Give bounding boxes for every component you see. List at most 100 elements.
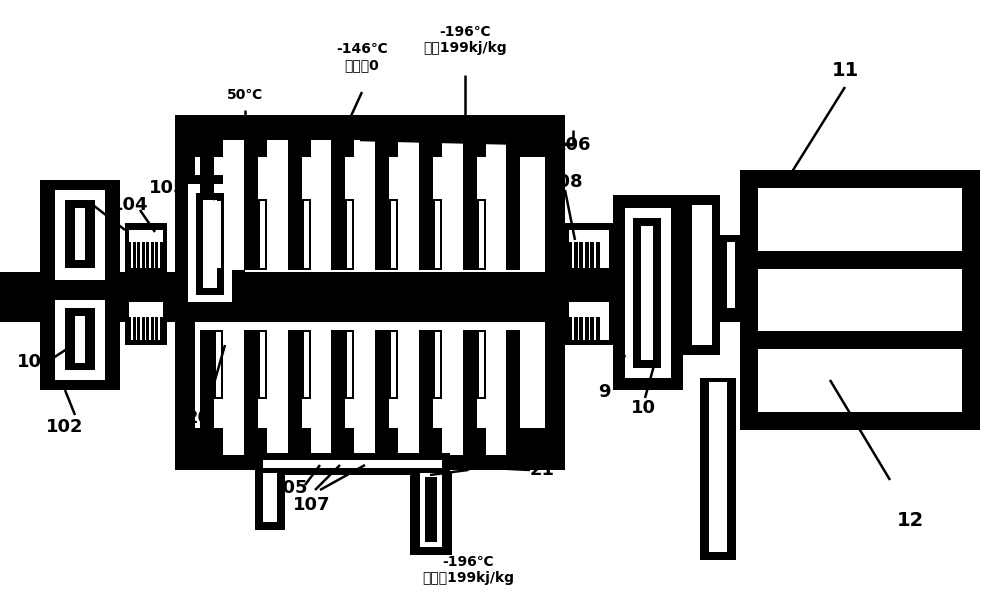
- Bar: [486, 330, 506, 455]
- Bar: [214, 330, 223, 399]
- Bar: [146, 317, 149, 345]
- Bar: [258, 198, 267, 270]
- Bar: [0, 272, 960, 322]
- Bar: [433, 330, 442, 399]
- Bar: [579, 242, 583, 270]
- Bar: [596, 242, 600, 270]
- Bar: [55, 300, 105, 380]
- Bar: [160, 242, 162, 270]
- Bar: [433, 198, 442, 270]
- Bar: [260, 201, 265, 268]
- Text: 106: 106: [554, 136, 592, 154]
- Bar: [740, 170, 980, 430]
- Bar: [435, 332, 440, 397]
- Bar: [263, 473, 277, 522]
- Bar: [727, 242, 735, 308]
- Bar: [142, 317, 144, 345]
- Text: 105: 105: [271, 479, 309, 497]
- Bar: [590, 317, 594, 345]
- Bar: [345, 198, 354, 270]
- Text: 21: 21: [530, 461, 554, 479]
- Bar: [132, 242, 136, 270]
- Bar: [398, 330, 419, 455]
- Text: 101: 101: [17, 353, 55, 371]
- Bar: [758, 188, 962, 251]
- Bar: [347, 201, 352, 268]
- Bar: [214, 198, 223, 270]
- Bar: [462, 140, 477, 270]
- Bar: [613, 195, 683, 390]
- Bar: [304, 332, 308, 397]
- Bar: [477, 198, 486, 270]
- Bar: [633, 218, 661, 368]
- Bar: [354, 140, 375, 270]
- Text: 50℃: 50℃: [227, 88, 263, 102]
- Text: 103: 103: [64, 209, 102, 227]
- Bar: [128, 317, 131, 345]
- Text: -146℃
潜热为0: -146℃ 潜热为0: [336, 42, 388, 72]
- Bar: [389, 330, 398, 399]
- Bar: [223, 140, 244, 270]
- Text: -196℃
潜热约199kj/kg: -196℃ 潜热约199kj/kg: [422, 555, 514, 585]
- Bar: [216, 201, 221, 268]
- Text: 10: 10: [631, 399, 656, 417]
- Bar: [75, 208, 85, 260]
- Bar: [709, 382, 727, 552]
- Bar: [155, 242, 158, 270]
- Bar: [302, 330, 310, 399]
- Bar: [692, 205, 712, 345]
- Bar: [125, 223, 167, 275]
- Bar: [410, 473, 452, 555]
- Bar: [310, 330, 331, 455]
- Bar: [758, 269, 962, 331]
- Bar: [569, 230, 609, 268]
- Bar: [389, 198, 398, 270]
- Bar: [477, 330, 486, 399]
- Bar: [260, 332, 265, 397]
- Bar: [302, 198, 310, 270]
- Bar: [331, 140, 345, 270]
- Bar: [203, 200, 217, 288]
- Bar: [419, 140, 433, 270]
- Bar: [160, 317, 162, 345]
- Bar: [584, 242, 588, 270]
- Bar: [40, 290, 120, 390]
- Bar: [486, 140, 506, 270]
- Bar: [506, 140, 520, 270]
- Bar: [195, 428, 545, 450]
- Bar: [175, 115, 565, 470]
- Text: 104: 104: [111, 196, 149, 214]
- Bar: [137, 242, 140, 270]
- Bar: [175, 175, 245, 310]
- Bar: [255, 453, 450, 475]
- Bar: [568, 242, 572, 270]
- Bar: [565, 223, 613, 275]
- Bar: [75, 316, 85, 363]
- Bar: [200, 140, 214, 270]
- Bar: [150, 242, 154, 270]
- Bar: [200, 330, 214, 455]
- Bar: [244, 140, 258, 270]
- Bar: [442, 140, 462, 270]
- Bar: [758, 349, 962, 412]
- Bar: [579, 317, 583, 345]
- Bar: [155, 317, 158, 345]
- Bar: [683, 195, 720, 355]
- Text: 102: 102: [46, 418, 84, 436]
- Bar: [150, 317, 154, 345]
- Bar: [596, 317, 600, 345]
- Bar: [258, 330, 267, 399]
- Bar: [288, 140, 302, 270]
- Text: 9: 9: [598, 383, 610, 401]
- Bar: [419, 330, 433, 455]
- Bar: [574, 242, 578, 270]
- Bar: [435, 201, 440, 268]
- Bar: [137, 317, 140, 345]
- Bar: [223, 330, 244, 455]
- Bar: [146, 242, 149, 270]
- Bar: [590, 242, 594, 270]
- Bar: [569, 302, 609, 340]
- Text: 105: 105: [149, 179, 187, 197]
- Bar: [142, 242, 144, 270]
- Bar: [65, 308, 95, 370]
